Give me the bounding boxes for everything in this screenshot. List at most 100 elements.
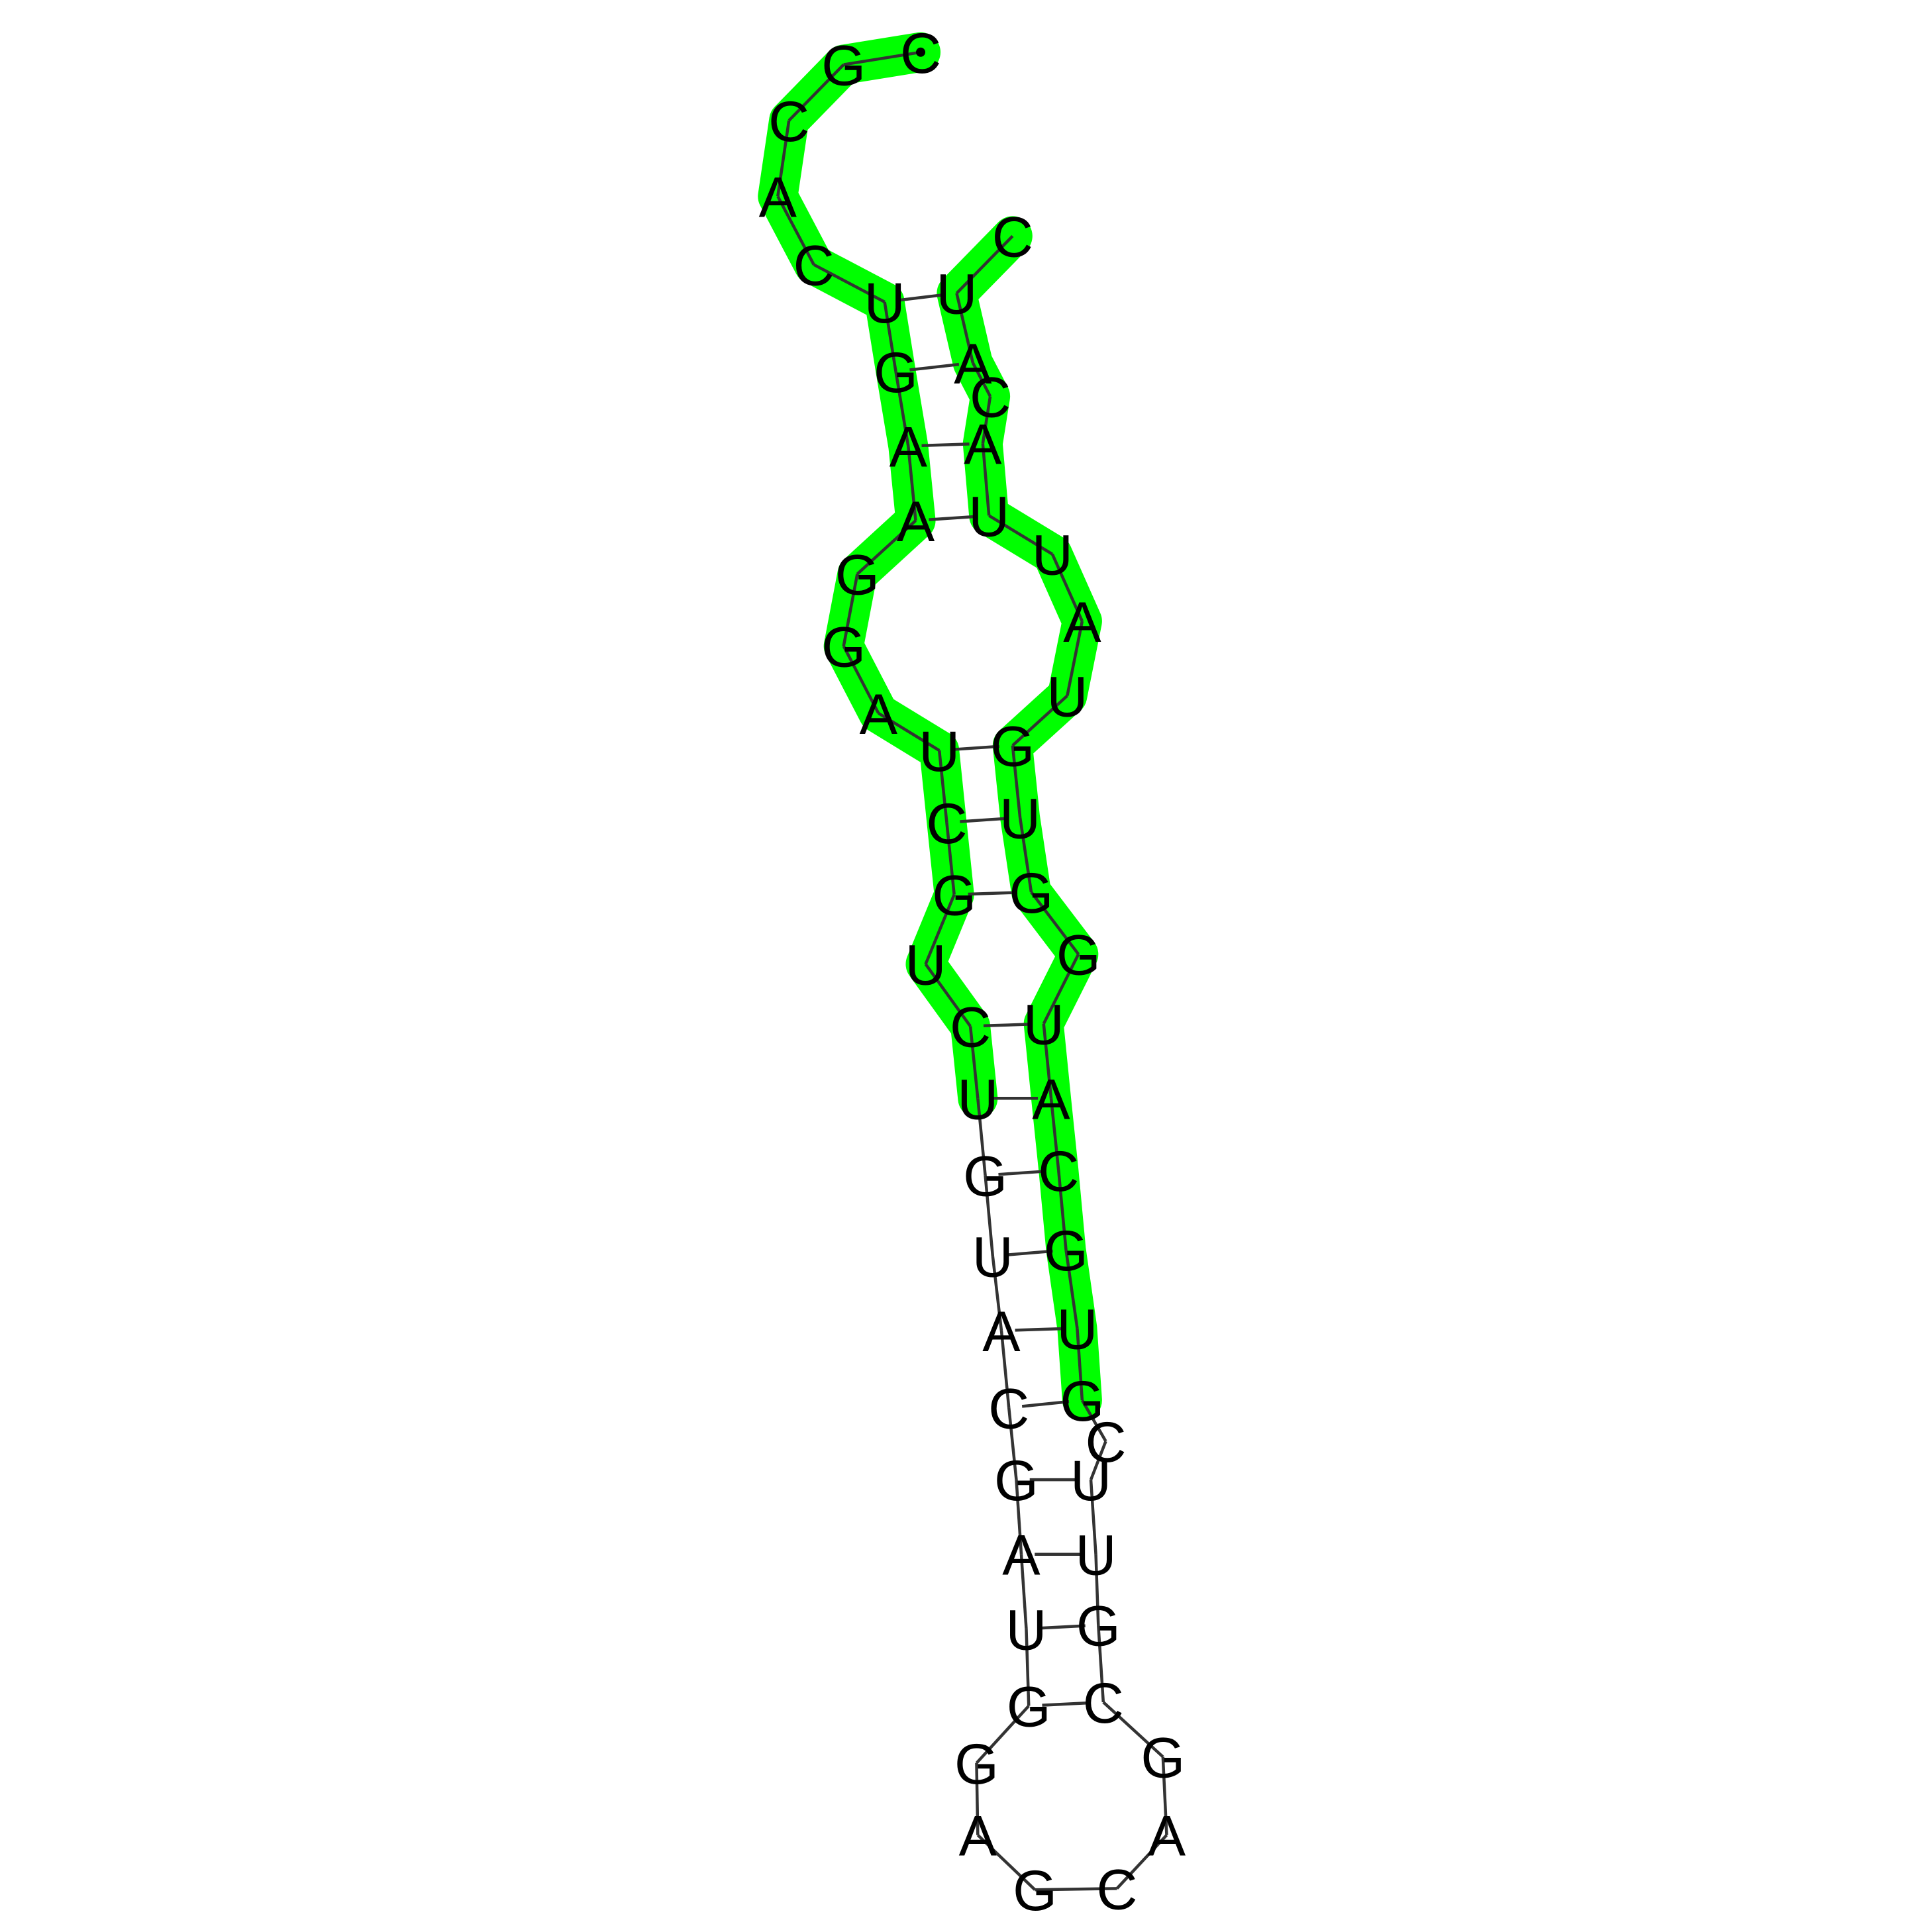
base-pair-link — [1005, 1249, 1053, 1257]
nucleotide-24: A — [1002, 1524, 1041, 1588]
backbone-link — [842, 574, 859, 646]
backbone-link — [984, 1175, 995, 1256]
nucleotide-18: U — [957, 1068, 998, 1131]
nucleotide-10: G — [835, 544, 880, 607]
backbone-link — [842, 645, 880, 714]
backbone-link — [813, 263, 886, 303]
backbone-link — [975, 1705, 1030, 1764]
nucleotide-53: C — [970, 366, 1011, 429]
backbone-link — [776, 195, 815, 266]
nucleotide-2: G — [821, 34, 866, 98]
backbone-link — [1089, 1480, 1097, 1554]
nucleotide-45: G — [1009, 862, 1054, 925]
nucleotide-41: C — [1038, 1140, 1079, 1203]
backbone-link — [1057, 1170, 1068, 1250]
backbone-link — [1035, 1887, 1117, 1892]
base-pair-link — [983, 1023, 1031, 1028]
backbone-link — [878, 711, 941, 752]
nucleotide-7: G — [874, 341, 918, 405]
backbone-link — [991, 1256, 1003, 1331]
backbone-link — [1025, 1629, 1031, 1706]
backbone-link — [1011, 694, 1068, 747]
backbone-link — [843, 50, 921, 66]
backbone-link — [924, 893, 956, 965]
nucleotide-56: C — [992, 205, 1033, 269]
nucleotide-30: C — [1096, 1858, 1137, 1921]
backbone-link — [1115, 1834, 1168, 1890]
backbone-link — [955, 293, 975, 364]
nucleotide-4: A — [759, 166, 797, 229]
base-pair-link — [897, 293, 944, 302]
nucleotide-50: U — [1032, 524, 1073, 587]
base-pair-link — [1015, 1327, 1064, 1332]
nucleotide-37: C — [1085, 1411, 1126, 1474]
nucleotide-27: G — [954, 1733, 999, 1796]
backbone-link — [988, 514, 1054, 556]
nucleotide-5: C — [793, 234, 835, 298]
backbone-link — [1030, 891, 1080, 956]
base-pair-link — [998, 1170, 1046, 1176]
nucleotide-40: G — [1044, 1219, 1088, 1283]
nucleotide-14: C — [926, 792, 967, 856]
backbone-link — [924, 963, 972, 1027]
backbone-link — [1050, 553, 1084, 622]
base-pair-link — [909, 362, 960, 372]
backbone-layer — [776, 50, 1168, 1892]
nucleotide-38: G — [1060, 1370, 1104, 1433]
backbone-link — [945, 822, 956, 895]
nucleotide-12: A — [860, 683, 898, 746]
backbone-link — [975, 1762, 980, 1835]
backbone-link — [1076, 1328, 1084, 1401]
backbone-link — [968, 1026, 980, 1099]
base-pair-link — [1042, 1701, 1090, 1707]
nucleotide-49: A — [1063, 591, 1101, 654]
backbone-link — [937, 750, 948, 823]
backbone-link — [1064, 1249, 1079, 1329]
backbone-link — [999, 1330, 1011, 1408]
nucleotide-54: A — [954, 332, 992, 396]
backbone-link — [1042, 953, 1080, 1025]
backbone-link — [1089, 1441, 1107, 1480]
nucleotide-20: U — [972, 1226, 1013, 1290]
nucleotide-34: G — [1076, 1595, 1121, 1658]
nucleotide-42: A — [1032, 1068, 1070, 1131]
backbone-link — [1161, 1756, 1168, 1835]
nucleotide-28: A — [959, 1805, 997, 1868]
nucleotide-39: U — [1056, 1297, 1097, 1361]
nucleotide-25: U — [1005, 1598, 1046, 1662]
backbone-link — [955, 234, 1014, 295]
backbone-link — [1066, 621, 1084, 696]
base-pair-link — [968, 891, 1018, 896]
five-prime-end-marker — [916, 47, 926, 57]
nucleotide-31: A — [1148, 1805, 1186, 1868]
base-pair-link — [921, 442, 970, 448]
backbone-link — [1019, 1554, 1028, 1629]
base-pair-link — [1021, 1399, 1070, 1408]
nucleotide-19: G — [963, 1145, 1007, 1209]
backbone-link — [1042, 1023, 1053, 1099]
nucleotide-6: U — [864, 272, 905, 335]
backbone-link — [883, 301, 897, 372]
nucleotide-13: U — [919, 720, 960, 784]
backbone-link — [907, 446, 917, 521]
nucleotide-52: A — [964, 413, 1002, 477]
backbone-link — [1049, 1098, 1060, 1171]
nucleotide-21: A — [982, 1300, 1021, 1364]
nucleotide-48: U — [1046, 665, 1088, 729]
nucleotide-43: U — [1023, 993, 1064, 1057]
base-pair-link — [929, 515, 976, 521]
backbone-link — [1018, 817, 1033, 893]
nucleotide-15: G — [932, 864, 976, 928]
nucleotide-17: C — [950, 995, 991, 1059]
nucleotide-9: A — [897, 490, 935, 554]
nucleotide-26: G — [1007, 1676, 1051, 1739]
backbone-link — [976, 1834, 1037, 1891]
base-pair-link — [952, 744, 1000, 751]
nucleotide-55: U — [936, 263, 977, 327]
backbone-link — [1080, 1399, 1107, 1443]
nucleotide-46: U — [999, 787, 1041, 850]
nucleotide-8: A — [890, 415, 928, 479]
backbone-link — [894, 371, 910, 446]
nucleotide-11: G — [821, 615, 866, 679]
